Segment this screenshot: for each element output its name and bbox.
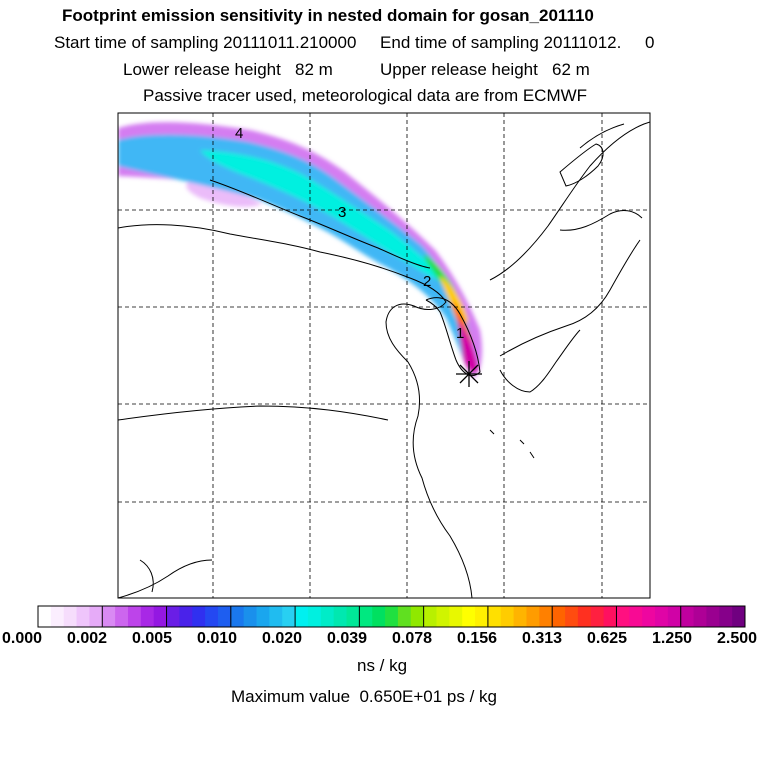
day-marker-2: 2 [423, 273, 431, 290]
colorbar [37, 605, 746, 628]
colorbar-tick-label: 0.625 [586, 630, 628, 647]
colorbar-swatch [629, 606, 643, 627]
colorbar-tick-label: 0.000 [1, 630, 43, 647]
map-area: 4 3 2 1 [118, 113, 650, 598]
colorbar-swatch [282, 606, 296, 627]
colorbar-swatch [590, 606, 604, 627]
colorbar-swatch [577, 606, 592, 627]
colorbar-swatch [655, 606, 669, 627]
coastlines [118, 121, 650, 598]
day-marker-4: 4 [235, 125, 243, 142]
colorbar-swatch [205, 606, 219, 627]
colorbar-swatch [89, 606, 103, 627]
colorbar-swatch [269, 606, 283, 627]
colorbar-swatch [127, 606, 142, 627]
colorbar-tick-label: 0.010 [196, 630, 238, 647]
colorbar-swatch [706, 606, 720, 627]
colorbar-swatch [680, 606, 694, 627]
colorbar-swatch [217, 606, 232, 627]
colorbar-swatch [76, 606, 90, 627]
colorbar-swatch [359, 606, 373, 627]
colorbar-swatch [693, 606, 707, 627]
colorbar-swatch [475, 606, 489, 627]
colorbar-swatch [179, 606, 193, 627]
receptor-star-icon [456, 361, 482, 387]
colorbar-swatch [513, 606, 527, 627]
plume-footprint [118, 122, 482, 378]
colorbar-swatch [719, 606, 733, 627]
tracer-info-line: Passive tracer used, meteorological data… [143, 86, 588, 105]
colorbar-swatch [667, 606, 682, 627]
colorbar-swatch [256, 606, 270, 627]
colorbar-swatch [243, 606, 257, 627]
colorbar-swatch [153, 606, 167, 627]
colorbar-swatch [295, 606, 309, 627]
maximum-value-label: Maximum value 0.650E+01 ps / kg [231, 687, 497, 706]
sampling-time-line: Start time of sampling 20111011.210000 E… [54, 33, 655, 52]
colorbar-tick-label: 0.039 [326, 630, 368, 647]
colorbar-swatch [140, 606, 155, 627]
colorbar-tick-label: 0.005 [131, 630, 173, 647]
colorbar-swatch [50, 606, 65, 627]
day-marker-1: 1 [456, 325, 464, 342]
colorbar-swatch [307, 606, 322, 627]
colorbar-swatch [38, 606, 52, 627]
colorbar-swatch [539, 606, 553, 627]
colorbar-swatch [346, 606, 360, 627]
colorbar-swatch [487, 606, 502, 627]
colorbar-swatch [410, 606, 425, 627]
colorbar-swatch [63, 606, 77, 627]
colorbar-swatch [616, 606, 630, 627]
colorbar-tick-label: 0.156 [456, 630, 498, 647]
colorbar-tick-label: 0.078 [391, 630, 433, 647]
colorbar-swatch [526, 606, 540, 627]
colorbar-swatch [462, 606, 476, 627]
colorbar-frame [37, 605, 746, 628]
colorbar-swatch [603, 606, 617, 627]
colorbar-tick-label: 1.250 [651, 630, 693, 647]
colorbar-swatch [102, 606, 116, 627]
release-height-line: Lower release height 82 m Upper release … [123, 60, 590, 79]
figure-title: Footprint emission sensitivity in nested… [62, 6, 594, 25]
colorbar-swatch [372, 606, 386, 627]
colorbar-swatch [500, 606, 515, 627]
colorbar-swatch [436, 606, 450, 627]
colorbar-swatch [552, 606, 566, 627]
colorbar-tick-label: 0.313 [521, 630, 563, 647]
colorbar-swatch [115, 606, 129, 627]
latlon-grid [118, 113, 650, 598]
colorbar-swatch [230, 606, 245, 627]
colorbar-swatch [192, 606, 206, 627]
colorbar-tick-label: 2.500 [716, 630, 758, 647]
day-marker-3: 3 [338, 204, 346, 221]
colorbar-swatch [320, 606, 335, 627]
colorbar-tick-label: 0.020 [261, 630, 303, 647]
colorbar-swatch [423, 606, 437, 627]
colorbar-swatch [333, 606, 347, 627]
colorbar-swatch [449, 606, 463, 627]
colorbar-swatch [397, 606, 412, 627]
colorbar-swatch [732, 606, 746, 627]
colorbar-swatch [642, 606, 656, 627]
map-frame [117, 112, 651, 599]
colorbar-swatch [166, 606, 180, 627]
colorbar-swatch [385, 606, 399, 627]
colorbar-swatch [565, 606, 579, 627]
colorbar-tick-label: 0.002 [66, 630, 108, 647]
units-label: ns / kg [357, 656, 408, 675]
